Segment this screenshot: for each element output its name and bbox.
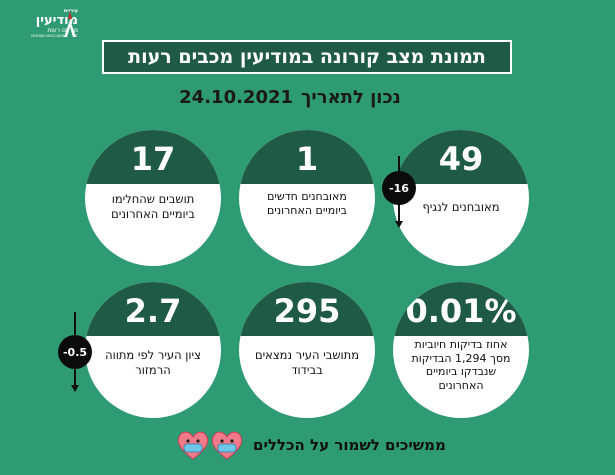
logo-line-4: MODIIN MACCABIM RE'UT xyxy=(31,34,78,38)
stat-card-positive-rate: 0.01% אחוז בדיקות חיוביות מסך 1,294 הבדי… xyxy=(393,282,529,418)
stat-band xyxy=(85,130,221,184)
down-arrow-icon xyxy=(71,385,79,392)
city-logo: עיריית מודיעין מכבים רעות MODIIN MACCABI… xyxy=(6,8,78,38)
logo-line-1: עיריית xyxy=(63,8,78,14)
stat-card-new-diagnosed: 1 מאובחנים חדשים ביומיים האחרונים xyxy=(239,130,375,266)
delta-badge-diagnosed: -16 xyxy=(382,171,416,205)
footer-text: ממשיכים לשמור על הכללים xyxy=(253,436,446,454)
stat-card-diagnosed: 49 מאובחנים לנגיף xyxy=(393,130,529,266)
stat-label: אחוז בדיקות חיוביות מסך 1,294 הבדיקות שנ… xyxy=(411,338,511,392)
stat-value: 17 xyxy=(130,140,176,178)
masked-hearts-icon xyxy=(177,431,243,460)
stat-value: 295 xyxy=(273,292,341,330)
stat-label: מתושבי העיר נמצאים בבידוד xyxy=(254,348,360,377)
stat-value: 0.01% xyxy=(405,292,517,330)
stat-card-recovered: 17 תושבים שהחלימו ביומיים האחרונים xyxy=(85,130,221,266)
stat-label: ציון העיר לפי מתווה הרמזור xyxy=(105,348,201,377)
date-line: 24.10.2021 נכון לתאריך xyxy=(150,84,430,110)
date-label: נכון לתאריך xyxy=(301,86,401,108)
stat-band xyxy=(393,130,529,184)
city-emblem-icon xyxy=(64,11,76,37)
stat-label: מאובחנים חדשים ביומיים האחרונים xyxy=(266,190,348,217)
date-value: 24.10.2021 xyxy=(179,86,294,108)
delta-badge-score: -0.5 xyxy=(58,335,92,369)
footer: ממשיכים לשמור על הכללים xyxy=(175,430,465,460)
stat-label: תושבים שהחלימו ביומיים האחרונים xyxy=(111,192,195,221)
logo-line-2: מודיעין xyxy=(35,13,78,28)
stat-value: 2.7 xyxy=(124,292,182,330)
stat-card-isolation: 295 מתושבי העיר נמצאים בבידוד xyxy=(239,282,375,418)
stat-value: 49 xyxy=(438,140,484,178)
down-arrow-icon xyxy=(395,221,403,228)
stat-value: 1 xyxy=(295,140,319,178)
stat-band xyxy=(239,282,375,336)
stat-band xyxy=(239,130,375,184)
stat-band xyxy=(85,282,221,336)
stat-card-traffic-light-score: 2.7 ציון העיר לפי מתווה הרמזור xyxy=(85,282,221,418)
logo-line-3: מכבים רעות xyxy=(47,27,78,34)
page-title: תמונת מצב קורונה במודיעין מכבים רעות xyxy=(102,40,512,74)
stat-band xyxy=(393,282,529,336)
stat-label: מאובחנים לנגיף xyxy=(422,200,500,214)
